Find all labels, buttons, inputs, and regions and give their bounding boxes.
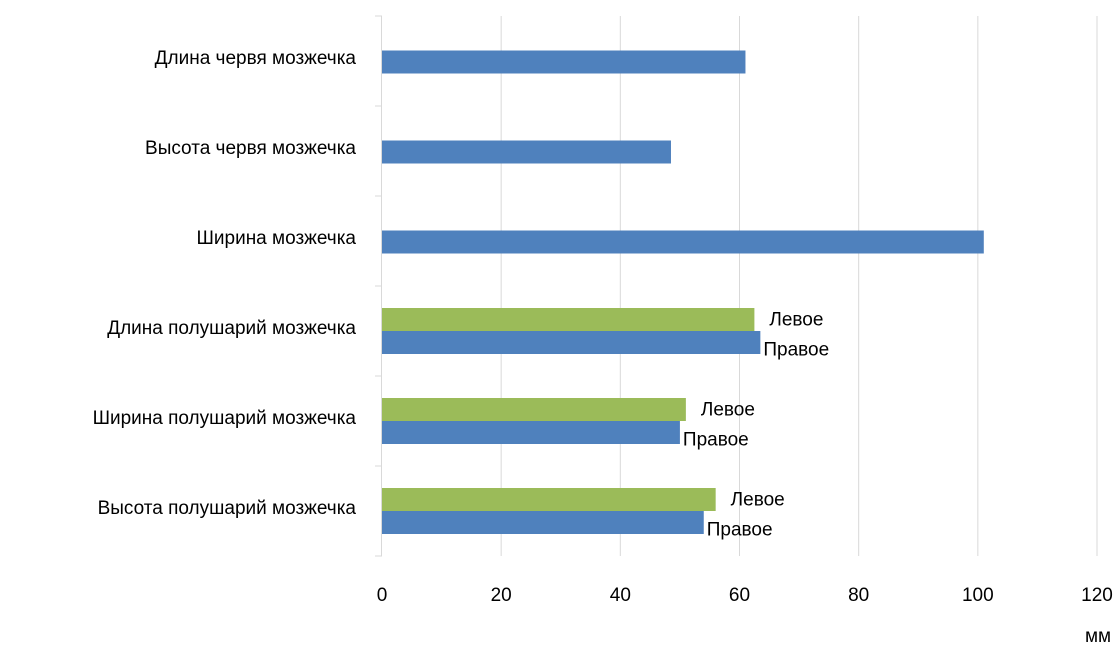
x-tick-label: 120 [1081,585,1113,606]
y-axis [375,15,382,557]
x-tick-label: 100 [962,585,994,606]
bar-labels: Левое Правое Левое Правое Левое Правое [683,310,829,541]
bar [382,50,746,74]
category-label: Высота полушарий мозжечка [98,498,357,519]
x-tick-labels: 0 20 40 60 80 100 120 [377,585,1113,606]
bar [382,230,984,254]
bar-right [382,331,761,354]
category-label: Ширина полушарий мозжечка [93,408,357,429]
bar [382,140,671,164]
bar-left [382,488,716,511]
bar-label-right: Правое [763,340,829,361]
category-label: Длина червя мозжечка [155,48,357,69]
x-tick-label: 20 [491,585,512,606]
x-axis-label: мм [1085,626,1111,647]
bar-right [382,421,680,444]
bars [382,50,984,534]
category-label: Высота червя мозжечка [145,138,356,159]
x-tick-label: 0 [377,585,388,606]
bar-left [382,398,686,421]
gridlines [500,16,1098,556]
bar-label-right: Правое [707,520,773,541]
category-label: Длина полушарий мозжечка [107,318,356,339]
bar-label-left: Левое [731,490,785,511]
x-tick-label: 40 [610,585,631,606]
category-label: Ширина мозжечка [196,228,356,249]
x-tick-label: 80 [848,585,869,606]
bar-label-left: Левое [769,310,823,331]
bar-right [382,511,704,534]
bar-label-right: Правое [683,430,749,451]
category-labels: Длина червя мозжечка Высота червя мозжечк… [93,48,357,519]
bar-label-left: Левое [701,400,755,421]
bar-left [382,308,755,331]
x-tick-label: 60 [729,585,750,606]
